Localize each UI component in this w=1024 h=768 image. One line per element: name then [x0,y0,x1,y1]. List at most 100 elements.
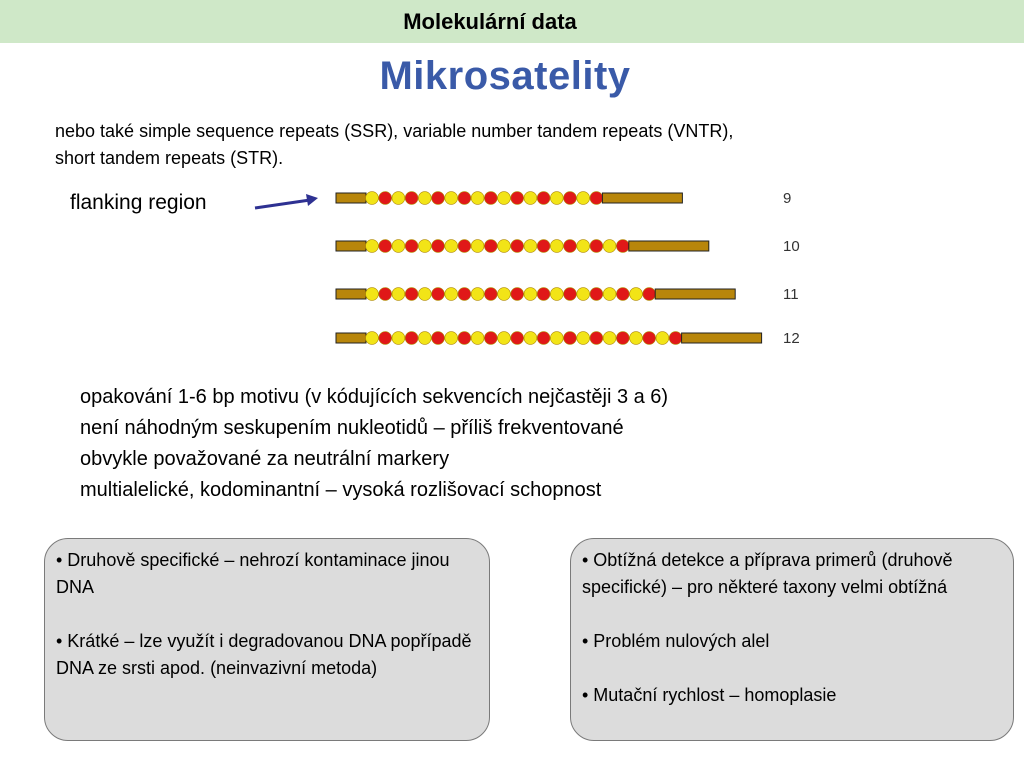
right-flank [601,192,683,204]
repeat-bead-yellow [629,287,643,301]
repeat-bead-yellow [497,239,511,253]
repeat-bead-yellow [629,331,643,345]
repeat-bead-red [457,331,472,345]
property-item: obvykle považované za neutrální markery [80,448,450,470]
repeat-count-label: 10 [783,238,800,255]
property-item: opakování 1-6 bp motivu (v kódujících se… [80,386,669,408]
repeat-bead-red [563,331,577,345]
intro-line-2: short tandem repeats (STR). [55,148,284,168]
repeat-count-label: 9 [783,190,791,207]
repeat-bead-yellow [602,239,617,253]
repeat-bead-yellow [418,191,432,205]
left-flank [335,192,367,204]
repeat-bead-red [431,239,445,253]
repeat-bead-yellow [444,331,458,345]
disadvantage-item: • Obtížná detekce a příprava primerů (dr… [582,550,953,597]
repeat-bead-red [510,287,524,301]
repeat-bead-yellow [497,287,511,301]
repeat-bead-red [378,287,392,301]
repeat-bead-yellow [418,331,432,345]
repeat-bead-yellow [444,287,458,301]
repeat-bead-yellow [523,287,538,301]
repeat-bead-red [431,331,445,345]
repeat-bead-red [668,331,683,345]
repeat-bead-red [457,191,472,205]
page-title: Mikrosatelity [379,54,631,98]
repeat-strand-11: 11 [335,286,799,303]
repeat-count-label: 12 [783,330,800,347]
repeat-bead-red [642,331,656,345]
repeat-bead-yellow [470,287,485,301]
repeat-bead-yellow [550,287,564,301]
repeat-bead-red [510,331,524,345]
repeat-bead-red [484,191,498,205]
repeat-count-label: 11 [783,286,799,303]
repeat-bead-red [378,331,392,345]
repeat-bead-yellow [576,331,590,345]
repeat-bead-red [563,239,577,253]
repeat-bead-red [563,287,577,301]
property-item: multialelické, kodominantní – vysoká roz… [80,479,602,501]
header-bar [0,0,1024,43]
repeat-bead-red [457,287,472,301]
repeat-bead-red [404,191,419,205]
repeat-bead-red [563,191,577,205]
repeat-bead-red [510,191,524,205]
repeat-bead-red [589,331,604,345]
repeat-bead-yellow [470,239,485,253]
repeat-bead-red [484,287,498,301]
disadvantage-item: • Mutační rychlost – homoplasie [582,685,837,705]
left-flank [335,240,367,252]
repeat-bead-red [589,287,604,301]
repeat-bead-red [378,191,392,205]
repeat-bead-yellow [365,191,379,205]
repeat-bead-red [378,239,392,253]
repeat-bead-yellow [444,239,458,253]
repeat-bead-yellow [523,331,538,345]
repeat-bead-red [536,239,551,253]
left-flank [335,288,367,300]
repeat-bead-red [616,239,630,253]
repeat-bead-yellow [470,191,485,205]
repeat-bead-red [404,287,419,301]
repeat-bead-red [642,287,656,301]
repeat-bead-red [616,287,630,301]
repeat-bead-red [431,287,445,301]
repeat-bead-red [536,331,551,345]
flanking-region-label: flanking region [70,191,207,214]
repeat-bead-yellow [550,331,564,345]
right-flank [681,332,763,344]
repeat-bead-red [616,331,630,345]
repeat-bead-red [457,239,472,253]
repeat-bead-yellow [497,191,511,205]
repeat-bead-red [431,191,445,205]
repeat-bead-yellow [550,191,564,205]
header-title: Molekulární data [403,9,577,34]
repeat-bead-yellow [470,331,485,345]
properties-list: opakování 1-6 bp motivu (v kódujících se… [80,382,880,506]
advantage-item: • Druhově specifické – nehrozí kontamina… [56,550,450,597]
repeat-bead-yellow [365,239,379,253]
repeat-bead-red [510,239,524,253]
intro-line-1: nebo také simple sequence repeats (SSR),… [55,121,734,141]
repeat-bead-red [404,331,419,345]
repeat-bead-yellow [418,239,432,253]
arrow-head-icon [306,194,318,206]
repeat-bead-red [589,191,604,205]
repeat-bead-yellow [576,191,590,205]
repeat-bead-yellow [391,239,406,253]
right-flank [628,240,710,252]
repeat-bead-yellow [602,287,617,301]
repeat-bead-yellow [550,239,564,253]
flanking-arrow-icon [254,198,311,210]
repeat-bead-red [536,191,551,205]
intro-text: nebo také simple sequence repeats (SSR),… [55,118,955,172]
right-flank [654,288,736,300]
repeat-bead-yellow [444,191,458,205]
left-flank [335,332,367,344]
repeat-bead-yellow [576,287,590,301]
repeat-strand-10: 10 [335,238,800,255]
repeat-bead-red [589,239,604,253]
repeat-bead-yellow [497,331,511,345]
